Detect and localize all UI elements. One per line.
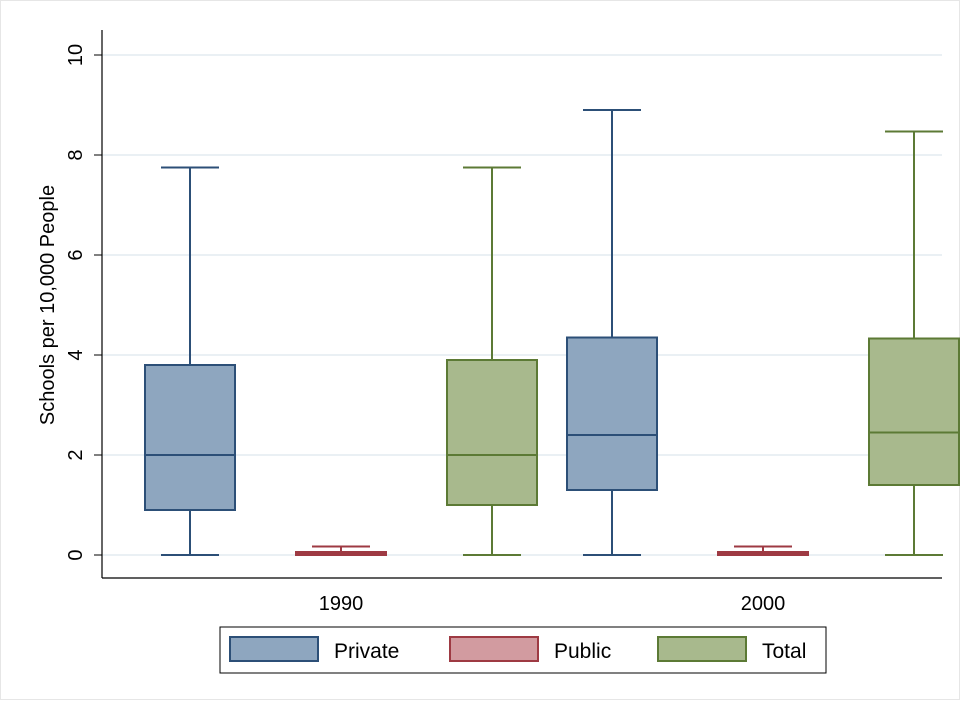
legend-swatch-public <box>449 636 539 662</box>
box-plots <box>144 109 960 556</box>
y-tick-label: 4 <box>65 349 87 360</box>
x-tick-label: 1990 <box>319 593 364 615</box>
box-private-1990 <box>144 166 236 556</box>
y-tick-label: 10 <box>65 44 87 66</box>
box <box>566 336 658 491</box>
box-private-2000 <box>566 109 658 556</box>
x-tick-label: 2000 <box>741 593 786 615</box>
y-tick-label: 8 <box>65 149 87 160</box>
axes: 0 2 4 6 8 10 1990 2000 <box>65 30 942 615</box>
box <box>868 337 960 486</box>
legend-swatch-total <box>657 636 747 662</box>
y-tick-label: 2 <box>65 449 87 460</box>
box-public-2000 <box>717 545 809 556</box>
y-tick-label: 6 <box>65 249 87 260</box>
box <box>446 359 538 506</box>
legend-swatch-private <box>229 636 319 662</box>
legend-label-total: Total <box>762 640 806 663</box>
box <box>144 364 236 511</box>
legend: Private Public Total <box>219 626 827 674</box>
legend-label-private: Private <box>334 640 399 663</box>
box-total-2000 <box>868 130 960 556</box>
box-total-1990 <box>446 166 538 556</box>
y-axis-label: Schools per 10,000 People <box>37 185 59 425</box>
y-tick-label: 0 <box>65 549 87 560</box>
legend-label-public: Public <box>554 640 611 663</box>
box-public-1990 <box>295 545 387 556</box>
